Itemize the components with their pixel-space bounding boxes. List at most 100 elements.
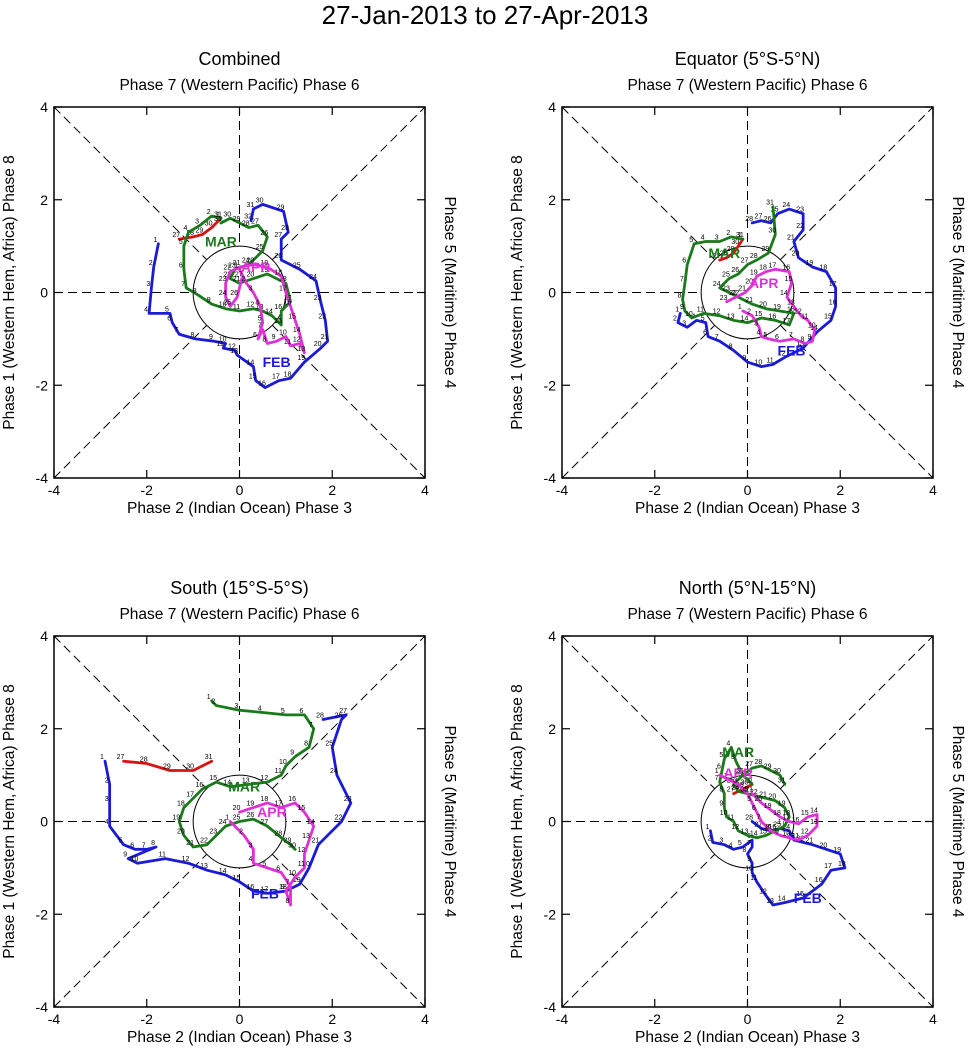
day-label: 10: [808, 323, 816, 330]
day-label: 14: [741, 316, 749, 323]
day-label: 7: [680, 276, 684, 283]
month-label-mar: MAR: [205, 233, 237, 249]
day-label: 12: [298, 847, 306, 854]
day-label: 5: [165, 306, 169, 313]
day-label: 27: [741, 258, 749, 265]
day-label: 24: [242, 258, 250, 265]
day-label: 27: [755, 214, 763, 221]
axis-label-top: Phase 7 (Western Pacific) Phase 6: [119, 606, 359, 623]
day-label: 22: [731, 290, 739, 297]
day-label: 1: [100, 754, 104, 761]
month-label-feb: FEB: [778, 342, 806, 358]
diagonal-line: [53, 635, 426, 1008]
day-label: 1: [738, 232, 742, 239]
day-label: 20: [755, 796, 763, 803]
day-label: 19: [247, 801, 255, 808]
day-label: 28: [316, 712, 324, 719]
day-label: 16: [288, 796, 296, 803]
day-label: 18: [819, 265, 827, 272]
day-label: 5: [258, 316, 262, 323]
day-label: 26: [731, 267, 739, 274]
day-label: 29: [233, 216, 241, 223]
day-label: 3: [682, 320, 686, 327]
axis-label-bottom: Phase 2 (Indian Ocean) Phase 3: [635, 500, 860, 517]
day-label: 23: [344, 796, 352, 803]
panel-1: Combined Phase 7 (Western Pacific) Phase …: [1, 49, 458, 517]
day-label: 17: [778, 819, 786, 826]
series-line-mar: [681, 205, 796, 327]
day-label: 5: [747, 796, 751, 803]
day-label: 20: [768, 794, 776, 801]
day-label: 31: [247, 202, 255, 209]
diagonal-line: [561, 635, 934, 1008]
day-label: 30: [223, 211, 231, 218]
day-label: 2: [738, 768, 742, 775]
day-label: 20: [177, 828, 185, 835]
day-label: 28: [281, 225, 289, 232]
day-label: 18: [284, 371, 292, 378]
day-label: 14: [780, 290, 788, 297]
day-label: 3: [754, 320, 758, 327]
x-tick-label: 0: [744, 1011, 752, 1027]
day-label: 22: [796, 223, 804, 230]
day-label: 18: [773, 810, 781, 817]
day-label: 9: [207, 297, 211, 304]
day-label: 23: [209, 828, 217, 835]
day-label: 17: [272, 374, 280, 381]
month-label-mar: MAR: [228, 779, 260, 795]
day-label: 31: [214, 216, 222, 223]
day-label: 27: [117, 754, 125, 761]
day-label: 25: [233, 815, 241, 822]
series-line-jan: [177, 216, 223, 241]
axis-label-left: Phase 1 (Western Hem, Africa) Phase 8: [1, 155, 18, 430]
day-label: 3: [719, 838, 723, 845]
day-label: 14: [219, 868, 227, 875]
day-label: 9: [290, 750, 294, 757]
y-tick-label: 0: [40, 814, 48, 830]
month-label-feb: FEB: [794, 890, 822, 906]
day-label: 14: [778, 896, 786, 903]
day-label: 15: [755, 311, 763, 318]
day-label: 26: [260, 230, 268, 237]
day-label: 9: [743, 355, 747, 362]
y-tick-label: 2: [40, 192, 48, 208]
day-label: 13: [230, 348, 238, 355]
axis-label-right: Phase 5 (Maritime) Phase 4: [949, 725, 966, 917]
day-label: 17: [279, 286, 287, 293]
day-label: 30: [205, 221, 213, 228]
day-label: 4: [756, 330, 760, 337]
day-label: 20: [819, 842, 827, 849]
day-label: 13: [796, 341, 804, 348]
panels: Combined Phase 7 (Western Pacific) Phase …: [1, 49, 966, 1046]
month-label-apr: APR: [723, 765, 753, 781]
day-label: 28: [186, 230, 194, 237]
day-label: 13: [810, 819, 818, 826]
day-label: 8: [743, 847, 747, 854]
x-tick-label: 4: [421, 1011, 429, 1027]
day-label: 6: [775, 334, 779, 341]
y-tick-label: -4: [544, 999, 557, 1015]
day-label: 27: [727, 787, 735, 794]
day-label: 3: [248, 842, 252, 849]
day-label: 25: [293, 262, 301, 269]
x-tick-label: 2: [328, 1011, 336, 1027]
day-label: 25: [256, 244, 264, 251]
day-label: 25: [722, 272, 730, 279]
x-tick-label: 0: [236, 482, 244, 498]
day-label: 21: [745, 297, 753, 304]
day-label: 27: [339, 708, 347, 715]
day-label: 3: [248, 286, 252, 293]
y-tick-label: 4: [40, 99, 48, 115]
day-label: 10: [745, 866, 753, 873]
day-label: 19: [298, 355, 306, 362]
day-label: 31: [214, 211, 222, 218]
day-label: 2: [726, 230, 730, 237]
series-line-mar: [177, 699, 316, 851]
day-label: 20: [247, 258, 255, 265]
day-label: 15: [824, 313, 832, 320]
